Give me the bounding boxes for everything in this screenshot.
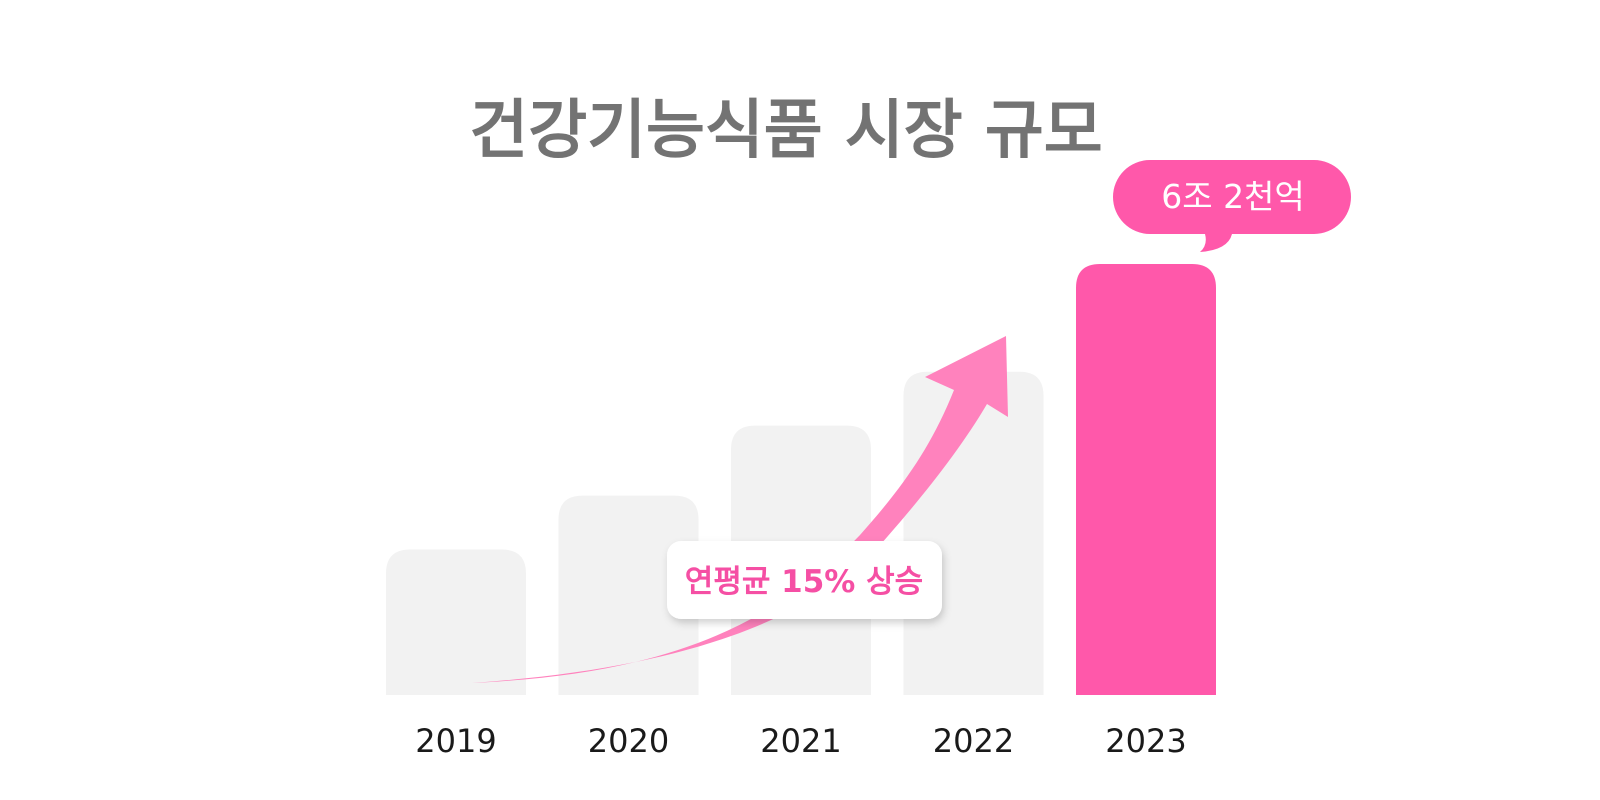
value-callout-bubble xyxy=(1113,160,1351,252)
x-tick-label-2019: 2019 xyxy=(415,722,496,760)
bar-2023 xyxy=(1076,264,1216,695)
x-tick-label-2021: 2021 xyxy=(760,722,841,760)
x-axis-tick-labels: 2019 2020 2021 2022 2023 xyxy=(415,722,1186,760)
growth-callout-box xyxy=(667,541,942,619)
value-callout: 6조 2천억 xyxy=(1113,160,1351,252)
bar-2019 xyxy=(386,549,526,695)
bar-2020 xyxy=(558,495,699,695)
growth-callout-label: 연평균 15% 상승 xyxy=(685,564,923,600)
x-tick-label-2022: 2022 xyxy=(933,722,1014,760)
chart-title: 건강기능식품 시장 규모 xyxy=(469,94,1102,168)
x-tick-label-2023: 2023 xyxy=(1105,722,1186,760)
growth-callout: 연평균 15% 상승 xyxy=(667,541,942,619)
value-callout-label: 6조 2천억 xyxy=(1161,177,1305,216)
x-tick-label-2020: 2020 xyxy=(588,722,669,760)
growth-arrow xyxy=(472,336,1008,683)
bars xyxy=(386,264,1216,695)
